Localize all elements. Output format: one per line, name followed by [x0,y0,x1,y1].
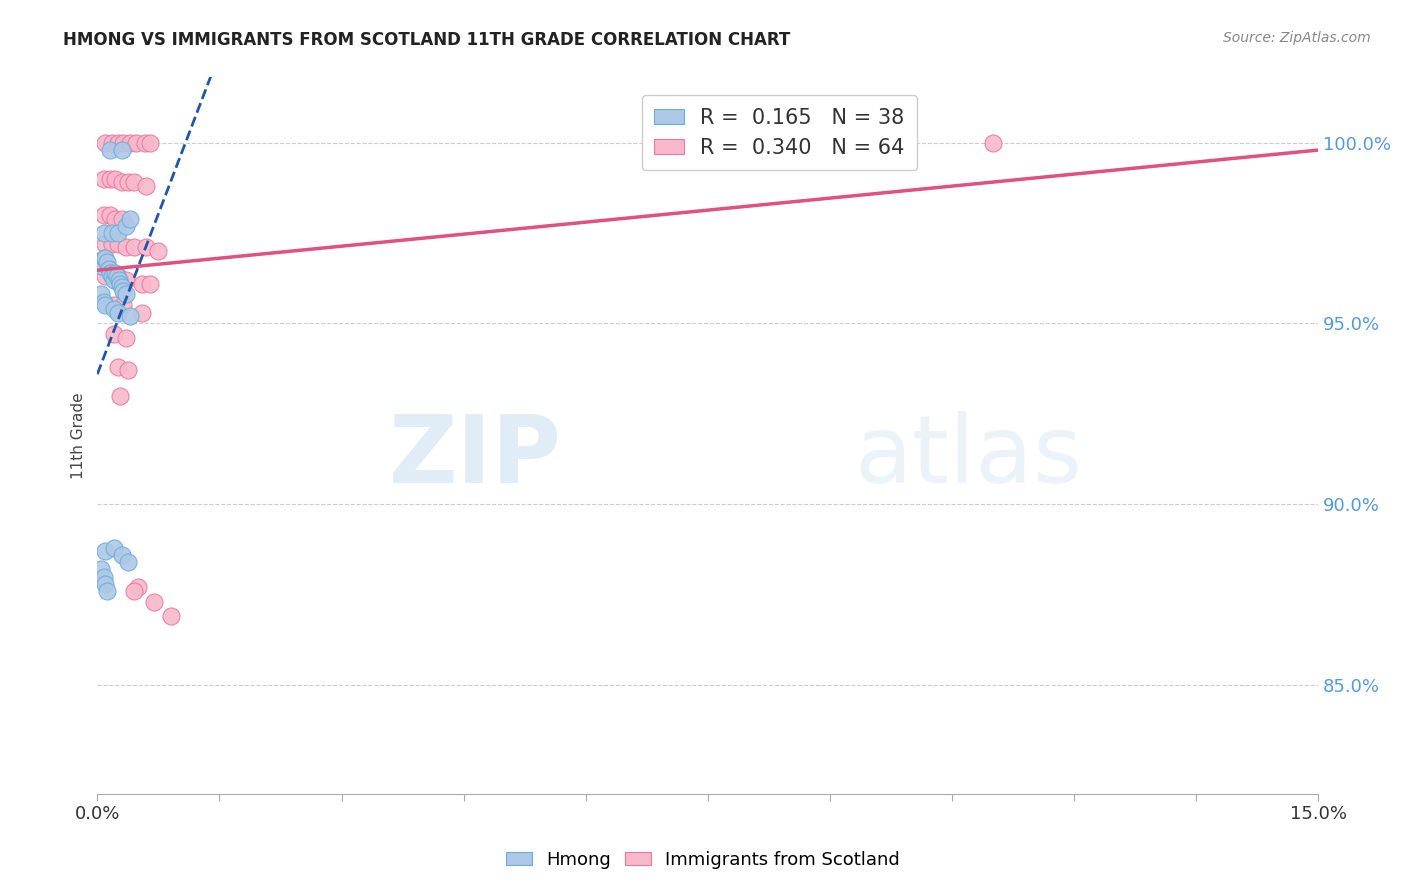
Point [94,136,117,150]
Point [114,273,136,287]
Point [135,178,157,193]
Point [93,294,115,309]
Point [139,136,162,150]
Point [103,301,125,316]
Point [107,359,129,374]
Point [103,298,125,312]
Point [90,562,112,576]
Point [96,255,118,269]
Point [117,175,139,189]
Point [97,262,120,277]
Point [111,143,134,157]
Point [114,287,136,301]
Y-axis label: 11th Grade: 11th Grade [72,392,86,479]
Point [107,269,129,284]
Point [104,171,127,186]
Point [105,269,128,284]
Point [107,305,129,319]
Text: atlas: atlas [855,411,1083,503]
Point [112,284,135,298]
Text: ZIP: ZIP [388,411,561,503]
Point [108,277,131,291]
Point [122,175,145,189]
Point [100,266,122,280]
Point [93,226,115,240]
Point [101,269,124,284]
Point [134,136,156,150]
Text: HMONG VS IMMIGRANTS FROM SCOTLAND 11TH GRADE CORRELATION CHART: HMONG VS IMMIGRANTS FROM SCOTLAND 11TH G… [63,31,790,49]
Point [125,136,148,150]
Point [103,541,125,555]
Point [94,236,117,251]
Point [122,240,145,254]
Point [103,273,125,287]
Point [111,175,134,189]
Point [114,240,136,254]
Point [94,298,117,312]
Point [143,595,166,609]
Point [101,269,124,284]
Point [98,208,121,222]
Point [90,287,112,301]
Point [103,327,125,342]
Point [117,555,139,569]
Point [139,277,162,291]
Point [107,236,129,251]
Point [93,252,115,266]
Point [112,136,135,150]
Point [107,226,129,240]
Point [93,171,115,186]
Point [101,236,124,251]
Point [94,577,117,591]
Point [981,136,1004,150]
Legend: R =  0.165   N = 38, R =  0.340   N = 64: R = 0.165 N = 38, R = 0.340 N = 64 [643,95,917,170]
Point [114,331,136,345]
Point [107,273,129,287]
Point [159,609,181,624]
Point [101,136,124,150]
Point [107,136,129,150]
Point [98,143,121,157]
Point [111,280,134,294]
Point [112,298,135,312]
Point [94,269,117,284]
Point [104,266,127,280]
Point [131,277,153,291]
Point [117,363,139,377]
Point [118,136,141,150]
Point [135,240,157,254]
Point [122,584,145,599]
Point [148,244,170,258]
Point [98,171,121,186]
Point [127,581,149,595]
Legend: Hmong, Immigrants from Scotland: Hmong, Immigrants from Scotland [499,844,907,876]
Point [90,259,112,273]
Point [96,584,118,599]
Text: Source: ZipAtlas.com: Source: ZipAtlas.com [1223,31,1371,45]
Point [114,219,136,233]
Point [108,389,131,403]
Point [94,252,117,266]
Point [93,569,115,583]
Point [104,211,127,226]
Point [93,208,115,222]
Point [101,226,124,240]
Point [111,211,134,226]
Point [131,305,153,319]
Point [118,309,141,323]
Point [118,211,141,226]
Point [94,544,117,558]
Point [111,548,134,562]
